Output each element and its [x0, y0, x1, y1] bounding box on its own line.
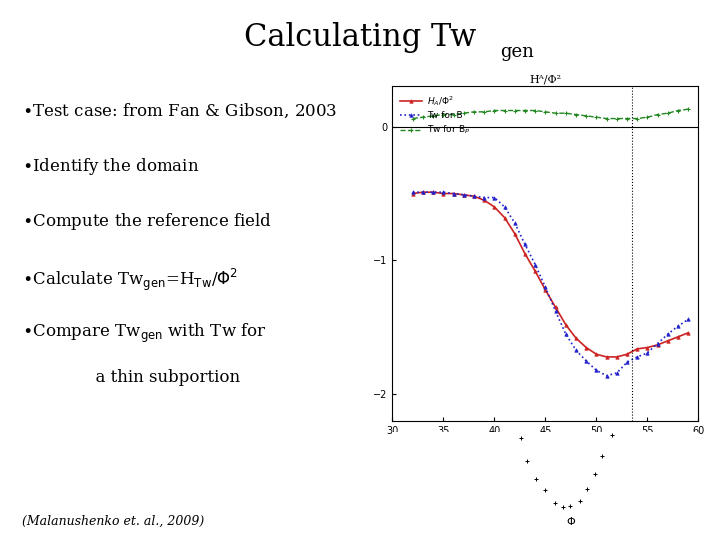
Tw for B: [582, 357, 590, 364]
$H_A/\Phi^2$: [469, 193, 478, 199]
Line: $H_A/\Phi^2$: $H_A/\Phi^2$: [411, 191, 690, 359]
Tw for B: [419, 189, 428, 195]
$H_A/\Phi^2$: [490, 204, 499, 210]
Line: Tw for B$_P$: Tw for B$_P$: [410, 107, 690, 121]
Tw for B$_P$: [459, 110, 468, 117]
Text: $\Phi$: $\Phi$: [566, 515, 576, 528]
$H_A/\Phi^2$: [633, 346, 642, 352]
Text: (Malanushenko et. al., 2009): (Malanushenko et. al., 2009): [22, 515, 204, 528]
Legend: $H_A/\Phi^2$, Tw for B, Tw for B$_P$: $H_A/\Phi^2$, Tw for B, Tw for B$_P$: [397, 91, 472, 139]
Tw for B: [541, 284, 550, 291]
$H_A/\Phi^2$: [643, 345, 652, 351]
Tw for B$_P$: [623, 116, 631, 122]
Tw for B$_P$: [552, 110, 560, 117]
Text: $\bullet$Test case: from Fan & Gibson, 2003: $\bullet$Test case: from Fan & Gibson, 2…: [22, 102, 337, 120]
Tw for B: [510, 220, 519, 226]
Tw for B$_P$: [469, 109, 478, 115]
Tw for B: [633, 354, 642, 360]
Tw for B: [552, 308, 560, 315]
Tw for B: [531, 261, 539, 268]
Tw for B$_P$: [562, 110, 570, 117]
Tw for B: [562, 331, 570, 338]
$H_A/\Phi^2$: [684, 329, 693, 336]
$H_A/\Phi^2$: [531, 268, 539, 274]
$H_A/\Phi^2$: [439, 190, 448, 197]
Tw for B$_P$: [664, 110, 672, 117]
Tw for B$_P$: [592, 114, 600, 120]
Title: Hᴬ/Φ²: Hᴬ/Φ²: [529, 74, 562, 84]
Tw for B: [684, 316, 693, 323]
$H_A/\Phi^2$: [500, 214, 509, 221]
Tw for B: [480, 194, 488, 201]
Tw for B: [664, 331, 672, 338]
Text: $\bullet$Identify the domain: $\bullet$Identify the domain: [22, 157, 199, 177]
Tw for B: [653, 340, 662, 347]
Tw for B$_P$: [613, 116, 621, 122]
Tw for B: [592, 367, 600, 374]
Tw for B$_P$: [500, 107, 509, 114]
Tw for B: [490, 194, 499, 201]
Tw for B: [643, 350, 652, 356]
Tw for B$_P$: [480, 109, 488, 115]
$H_A/\Phi^2$: [541, 287, 550, 293]
Text: $\bullet$Calculate Tw$_{\rm gen}$=H$_{\rm Tw}$/$\Phi^2$: $\bullet$Calculate Tw$_{\rm gen}$=H$_{\r…: [22, 267, 238, 293]
Line: Tw for B: Tw for B: [411, 191, 690, 377]
$H_A/\Phi^2$: [480, 197, 488, 204]
Tw for B: [459, 192, 468, 198]
Text: Calculating Tw: Calculating Tw: [244, 22, 476, 53]
$H_A/\Phi^2$: [562, 321, 570, 328]
Text: $\bullet$Compute the reference field: $\bullet$Compute the reference field: [22, 212, 271, 232]
Text: a thin subportion: a thin subportion: [22, 369, 240, 386]
Tw for B$_P$: [572, 111, 580, 118]
Tw for B: [521, 241, 529, 248]
$H_A/\Phi^2$: [510, 231, 519, 237]
Tw for B$_P$: [643, 114, 652, 120]
$H_A/\Phi^2$: [459, 192, 468, 198]
$H_A/\Phi^2$: [623, 351, 631, 357]
Tw for B$_P$: [602, 116, 611, 122]
Tw for B$_P$: [521, 107, 529, 114]
Tw for B$_P$: [684, 106, 693, 112]
Tw for B$_P$: [541, 109, 550, 115]
Tw for B$_P$: [490, 107, 499, 114]
Tw for B: [500, 204, 509, 210]
Text: $\bullet$Compare Tw$_{\rm gen}$ with Tw for: $\bullet$Compare Tw$_{\rm gen}$ with Tw …: [22, 322, 266, 345]
Tw for B$_P$: [653, 111, 662, 118]
Tw for B$_P$: [419, 114, 428, 120]
Tw for B$_P$: [439, 111, 448, 118]
$H_A/\Phi^2$: [664, 338, 672, 344]
$H_A/\Phi^2$: [419, 189, 428, 195]
Tw for B$_P$: [531, 107, 539, 114]
$H_A/\Phi^2$: [572, 335, 580, 341]
$H_A/\Phi^2$: [602, 354, 611, 360]
Tw for B$_P$: [449, 111, 458, 118]
Tw for B: [572, 347, 580, 354]
Text: gen: gen: [500, 43, 534, 60]
Tw for B: [439, 189, 448, 195]
$H_A/\Phi^2$: [582, 345, 590, 351]
Tw for B: [674, 323, 683, 329]
Tw for B: [602, 373, 611, 379]
$H_A/\Phi^2$: [429, 189, 438, 195]
Tw for B$_P$: [582, 113, 590, 119]
$H_A/\Phi^2$: [408, 190, 417, 197]
Tw for B: [613, 370, 621, 376]
Tw for B: [469, 193, 478, 199]
Tw for B: [429, 189, 438, 195]
$H_A/\Phi^2$: [592, 351, 600, 357]
$H_A/\Phi^2$: [613, 354, 621, 360]
Tw for B$_P$: [408, 116, 417, 122]
$H_A/\Phi^2$: [449, 190, 458, 197]
$H_A/\Phi^2$: [674, 334, 683, 340]
$H_A/\Phi^2$: [552, 304, 560, 310]
Tw for B$_P$: [429, 113, 438, 119]
Tw for B$_P$: [633, 116, 642, 122]
Tw for B: [408, 189, 417, 195]
Tw for B: [623, 359, 631, 366]
Tw for B: [449, 190, 458, 197]
Tw for B$_P$: [674, 107, 683, 114]
$H_A/\Phi^2$: [521, 251, 529, 257]
Tw for B$_P$: [510, 107, 519, 114]
$H_A/\Phi^2$: [653, 342, 662, 348]
